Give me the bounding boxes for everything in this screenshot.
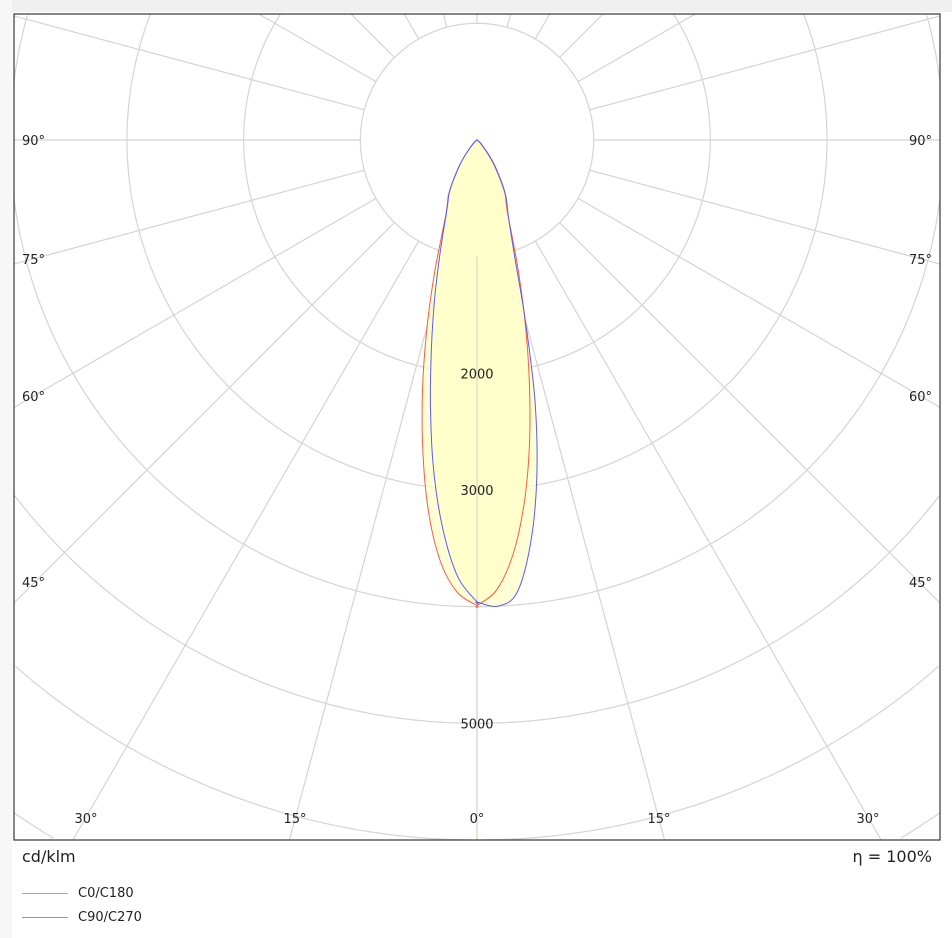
angle-label-left-3: 45°: [22, 576, 45, 591]
grid-spoke-225: [350, 13, 395, 58]
efficiency-label: η = 100%: [852, 847, 932, 866]
grid-spoke-210: [403, 13, 420, 40]
radial-tick-label-3000: 3000: [460, 484, 493, 499]
unit-label: cd/klm: [22, 847, 76, 866]
angle-label-bottom-0: 30°: [74, 812, 97, 827]
series-line-c90-c270: [429, 139, 538, 607]
grid-spoke-60: [577, 197, 941, 408]
angle-label-left-0: 90°: [22, 134, 45, 149]
window-top-strip: [0, 0, 952, 12]
legend-label-c90: C90/C270: [78, 910, 142, 925]
angle-label-bottom-3: 15°: [647, 812, 670, 827]
grid-spoke-165: [506, 13, 512, 28]
angle-label-right-2: 60°: [909, 390, 932, 405]
fill-c90-c270: [430, 139, 538, 607]
grid-spoke-330: [72, 240, 420, 841]
grid-spoke-135: [559, 13, 604, 58]
grid-spoke-105: [589, 15, 941, 111]
legend-swatch-c0: [22, 893, 68, 894]
grid-spoke-45: [559, 222, 941, 604]
grid-spoke-150: [534, 13, 551, 40]
grid: [13, 13, 941, 841]
grid-spoke-240: [258, 13, 377, 83]
grid-spoke-300: [13, 197, 377, 408]
grid-spoke-30: [534, 240, 882, 841]
grid-spoke-285: [13, 169, 365, 265]
legend-label-c0: C0/C180: [78, 886, 134, 901]
grid-spoke-15: [506, 252, 666, 841]
grid-spoke-345: [288, 252, 448, 841]
legend-swatch-c90: [22, 917, 68, 918]
angle-label-right-0: 90°: [909, 134, 932, 149]
angle-label-right-3: 45°: [909, 576, 932, 591]
window-left-strip: [0, 0, 12, 938]
grid-circle-7000: [14, 812, 940, 839]
grid-spoke-315: [13, 222, 395, 604]
grid-circle-4000: [13, 15, 941, 608]
angle-label-bottom-4: 30°: [856, 812, 879, 827]
grid-circle-2000: [243, 14, 711, 374]
grid-circle-6000: [15, 665, 939, 841]
plot-frame: [13, 13, 941, 841]
grid-circle-5000: [13, 494, 941, 724]
grid-spoke-120: [577, 13, 696, 83]
angle-label-bottom-2: 0°: [470, 812, 485, 827]
angle-label-right-1: 75°: [909, 253, 932, 268]
angle-label-left-2: 60°: [22, 390, 45, 405]
grid-spoke-255: [13, 15, 365, 111]
legend-item-c0: C0/C180: [22, 886, 134, 901]
radial-tick-label-2000: 2000: [460, 367, 493, 382]
grid-spoke-195: [442, 13, 448, 28]
grid-circle-3000: [126, 14, 828, 491]
curves: [421, 139, 538, 840]
labels: 2000 3000 5000 30° 15° 0° 15° 30° 90° 90° 75° 75° 60…: [22, 134, 932, 827]
grid-spoke-75: [589, 169, 941, 265]
radial-tick-label-5000: 5000: [460, 717, 493, 732]
angle-label-bottom-1: 15°: [283, 812, 306, 827]
angle-label-left-1: 75°: [22, 253, 45, 268]
legend-item-c90: C90/C270: [22, 910, 142, 925]
